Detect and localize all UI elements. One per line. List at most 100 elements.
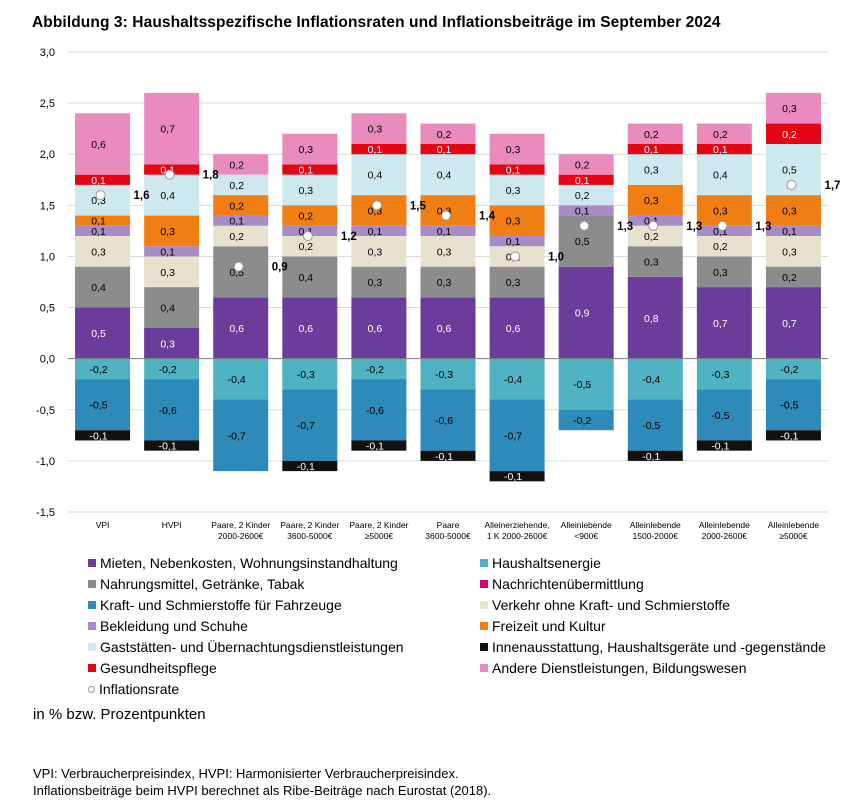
bar-value-label: -0,4 (228, 374, 246, 386)
bar-segment (351, 144, 407, 155)
y-tick-label: 1,0 (40, 251, 55, 263)
bar-segment (351, 236, 407, 267)
bar-segment (765, 358, 821, 380)
bar-value-label: 0,7 (782, 318, 797, 330)
x-category-label: Alleinerziehende, (484, 520, 549, 530)
bar-segment (282, 133, 338, 165)
bar-value-label: -0,6 (435, 415, 453, 427)
bar-segment (144, 440, 200, 451)
legend-swatch (88, 580, 96, 588)
legend-swatch (480, 580, 488, 588)
inflation-rate-label: 1,0 (548, 251, 564, 263)
bar-segment (420, 236, 476, 267)
bar-segment (765, 379, 821, 431)
x-category-label: 2000-2600€ (218, 531, 264, 541)
y-tick-label: 2,0 (40, 149, 55, 161)
bar-segment (627, 450, 683, 461)
bar-value-label: 0,3 (782, 103, 797, 115)
bar-segment (420, 225, 476, 236)
bar-value-label: 0,6 (437, 323, 452, 335)
legend-label: Freizeit und Kultur (492, 618, 606, 634)
legend-swatch (88, 685, 95, 693)
legend-item: Kraft- und Schmierstoffe für Fahrzeuge (88, 597, 342, 613)
bar-value-label: 0,3 (713, 267, 728, 279)
legend-item: Innenausstattung, Haushaltsgeräte und -g… (480, 639, 826, 655)
legend-swatch (88, 622, 96, 630)
bar-value-label: 0,4 (160, 303, 175, 315)
x-category-label: 2000-2600€ (702, 531, 748, 541)
bar-segment (489, 266, 545, 298)
bar-segment (351, 195, 407, 226)
bar-segment (351, 113, 407, 144)
legend-label: Gaststätten- und Übernachtungsdienstleis… (100, 639, 404, 655)
bar-segment (558, 266, 614, 359)
bar-value-label: 0,1 (91, 216, 106, 228)
unit-note: in % bzw. Prozentpunkten (33, 706, 206, 723)
bar-value-label: 0,3 (299, 144, 314, 156)
bar-segment (213, 225, 269, 247)
bar-segment (213, 297, 269, 359)
bar-segment (351, 440, 407, 451)
bar-segment (420, 123, 476, 144)
bar-segment (420, 144, 476, 155)
bar-segment (351, 297, 407, 359)
y-tick-label: 0,0 (40, 354, 55, 366)
x-category-label: Alleinlebende (561, 520, 612, 530)
bar-value-label: -0,1 (89, 430, 107, 442)
bar-segment (282, 358, 338, 390)
bar-segment (213, 215, 269, 226)
bar-value-label: 0,3 (782, 246, 797, 258)
bar-segment (627, 215, 683, 226)
chart-title: Abbildung 3: Haushaltsspezifische Inflat… (32, 14, 721, 31)
bar-segment (75, 266, 131, 308)
bar-segment (420, 297, 476, 359)
bar-segment (489, 205, 545, 236)
x-category-label: HVPI (162, 520, 182, 530)
stacked-bar-chart: -1,5 -1,0 -0,5 0,0 0,5 1,0 1,5 2,0 2,5 3,0 0,5 0,4… (36, 47, 840, 541)
bar-value-label: 0,2 (299, 241, 314, 253)
bar-value-label: -0,1 (711, 441, 729, 453)
bar-value-label: 0,3 (437, 246, 452, 258)
legend-label: Inflationsrate (99, 681, 180, 697)
bar-value-label: -0,1 (366, 441, 384, 453)
x-category-label: Paare (437, 520, 460, 530)
bar-segment (144, 246, 200, 257)
bar-segment (282, 164, 338, 175)
x-category-label: Paare, 2 Kinder (211, 520, 270, 530)
footnote-2: Inflationsbeiträge beim HVPI berechnet a… (33, 783, 492, 798)
inflation-rate-dot (510, 251, 521, 262)
y-tick-label: 3,0 (40, 47, 55, 59)
legend-label: Kraft- und Schmierstoffe für Fahrzeuge (100, 597, 342, 613)
y-tick-label: 2,5 (40, 98, 55, 110)
inflation-rate-label: 1,3 (755, 221, 771, 233)
bar-segment (489, 236, 545, 247)
inflation-rate-label: 1,4 (479, 211, 496, 223)
bar-value-label: -0,2 (573, 415, 591, 427)
bar-value-label: -0,5 (642, 420, 660, 432)
legend-label: Mieten, Nebenkosten, Wohnungsinstandhalt… (100, 555, 398, 571)
inflation-rate-label: 1,3 (686, 221, 702, 233)
bar-value-label: 0,1 (644, 144, 659, 156)
inflation-rate-dot (95, 190, 106, 201)
legend-item: Haushaltsenergie (480, 555, 601, 571)
bar-value-label: -0,5 (89, 400, 107, 412)
legend-item: Andere Dienstleistungen, Bildungswesen (480, 660, 747, 676)
bar-value-label: 0,3 (91, 246, 106, 258)
bar-value-label: 0,6 (299, 323, 314, 335)
bar-segment (75, 113, 131, 175)
bar-segment (489, 471, 545, 482)
legend-label: Nahrungsmittel, Getränke, Tabak (100, 576, 305, 592)
bar-value-label: 0,8 (644, 313, 659, 325)
legend-swatch (480, 664, 488, 672)
bar-segment (696, 225, 752, 236)
legend-label: Haushaltsenergie (492, 555, 601, 571)
bar-segment (144, 215, 200, 247)
bar-segment (765, 225, 821, 236)
bar-segment (696, 440, 752, 451)
bar-segment (558, 174, 614, 185)
bar-value-label: 0,2 (575, 190, 590, 202)
inflation-rate-dot (371, 200, 382, 211)
bar-value-label: 0,2 (229, 180, 244, 192)
bar-segment (351, 379, 407, 441)
x-category-label: <900€ (574, 531, 598, 541)
